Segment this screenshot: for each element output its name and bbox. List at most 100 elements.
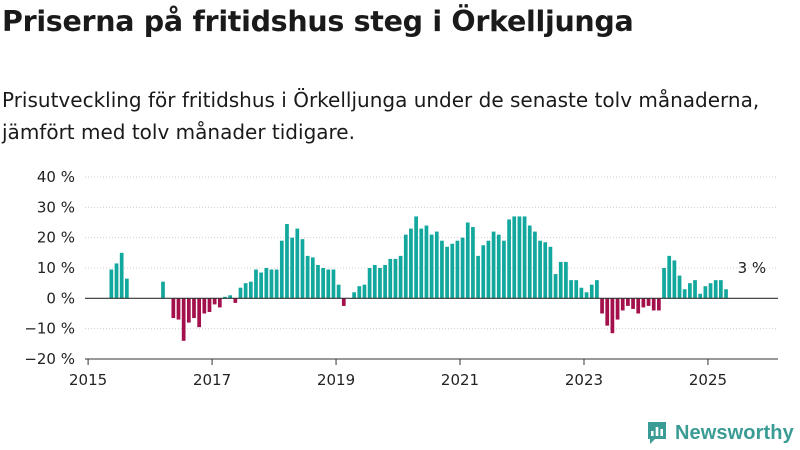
x-tick-labels: 2015 2017 2019 2021 2023 2025	[69, 371, 727, 389]
bar	[476, 255, 480, 299]
bar	[316, 264, 320, 299]
bar	[708, 283, 713, 299]
bar	[445, 246, 449, 299]
bar	[321, 268, 325, 299]
bar	[481, 245, 486, 299]
x-tick-label: 2017	[193, 371, 231, 389]
bar	[259, 272, 263, 299]
bar	[310, 257, 315, 299]
bar	[254, 269, 258, 299]
bar	[398, 255, 403, 299]
bar	[460, 237, 465, 299]
bar	[496, 234, 501, 299]
bar	[217, 298, 222, 308]
bar	[414, 216, 418, 299]
brand-name: Newsworthy	[675, 421, 794, 444]
bar	[564, 261, 568, 299]
bar	[202, 298, 207, 314]
bar	[595, 280, 599, 299]
bar	[465, 222, 470, 299]
y-tick-labels: −20 % −10 % 0 % 10 % 20 % 30 % 40 %	[24, 168, 75, 368]
bar	[620, 298, 625, 311]
bar	[409, 228, 413, 299]
chart-title: Priserna på fritidshus steg i Örkelljung…	[2, 5, 634, 38]
bar	[589, 284, 594, 299]
bar	[631, 298, 635, 309]
bar	[636, 298, 641, 314]
bar	[610, 298, 615, 334]
bar	[579, 287, 584, 299]
bar	[657, 298, 661, 311]
bar	[372, 264, 377, 299]
bar	[326, 269, 331, 299]
bar	[243, 283, 248, 299]
bar	[192, 298, 196, 319]
value-annotations: 3 %	[738, 259, 767, 277]
bar	[285, 224, 289, 299]
bar	[388, 258, 393, 299]
value-annotation: 3 %	[738, 259, 767, 277]
chart-subtitle: Prisutveckling för fritidshus i Örkellju…	[2, 88, 760, 144]
y-tick-label: 10 %	[37, 259, 75, 277]
bar	[719, 280, 723, 299]
bar	[584, 292, 589, 299]
bar	[171, 298, 176, 319]
bar	[186, 298, 191, 323]
bar	[667, 255, 672, 299]
bar	[331, 269, 336, 299]
bar	[662, 268, 666, 299]
bar	[341, 298, 346, 306]
bar	[626, 298, 630, 306]
bar	[553, 274, 558, 299]
x-tick-label: 2023	[565, 371, 603, 389]
bar	[471, 227, 475, 299]
bar	[512, 216, 517, 299]
bar	[605, 298, 610, 326]
bar	[419, 228, 424, 299]
bar	[543, 242, 548, 299]
bar	[569, 280, 573, 299]
newsworthy-logo-icon	[648, 422, 666, 444]
bar	[336, 284, 341, 299]
bar	[424, 225, 429, 299]
bar	[228, 295, 233, 299]
bar	[698, 293, 703, 299]
bar	[274, 269, 279, 299]
bar	[248, 281, 253, 299]
x-tick-label: 2025	[689, 371, 727, 389]
bar	[672, 260, 677, 299]
bar	[574, 280, 579, 299]
bar	[600, 298, 604, 314]
x-tick-label: 2021	[441, 371, 479, 389]
bar	[279, 240, 284, 299]
bar	[367, 268, 372, 299]
bar	[295, 228, 300, 299]
bar	[724, 289, 728, 299]
bar	[393, 258, 398, 299]
bar	[538, 240, 542, 299]
y-tick-label: 20 %	[37, 229, 75, 247]
bar	[677, 275, 682, 299]
bar	[491, 231, 496, 299]
bar	[161, 281, 165, 299]
bar	[352, 292, 356, 299]
bar	[713, 280, 718, 299]
newsworthy-brand[interactable]: Newsworthy	[646, 419, 794, 447]
bar	[212, 298, 217, 305]
bar	[507, 219, 511, 299]
bar	[651, 298, 656, 311]
bar	[527, 225, 532, 299]
bar	[305, 255, 310, 299]
bar	[197, 298, 202, 328]
bar	[378, 268, 382, 299]
bar	[533, 231, 537, 299]
x-tick-label: 2015	[69, 371, 107, 389]
y-tick-label: −10 %	[24, 320, 75, 338]
bar	[357, 286, 362, 299]
bar	[223, 296, 227, 299]
bar	[383, 264, 387, 299]
bar	[682, 289, 687, 299]
y-tick-label: 0 %	[46, 289, 75, 307]
bar	[646, 298, 651, 306]
